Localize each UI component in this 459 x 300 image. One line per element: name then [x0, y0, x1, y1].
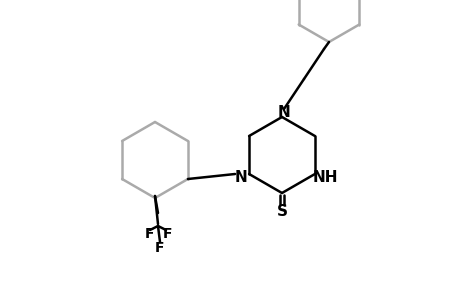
Text: F: F [163, 227, 173, 241]
Text: NH: NH [312, 169, 337, 184]
Text: N: N [277, 104, 290, 119]
Text: F: F [145, 227, 154, 241]
Text: N: N [234, 169, 247, 184]
Text: S: S [276, 203, 287, 218]
Text: F: F [155, 241, 164, 255]
